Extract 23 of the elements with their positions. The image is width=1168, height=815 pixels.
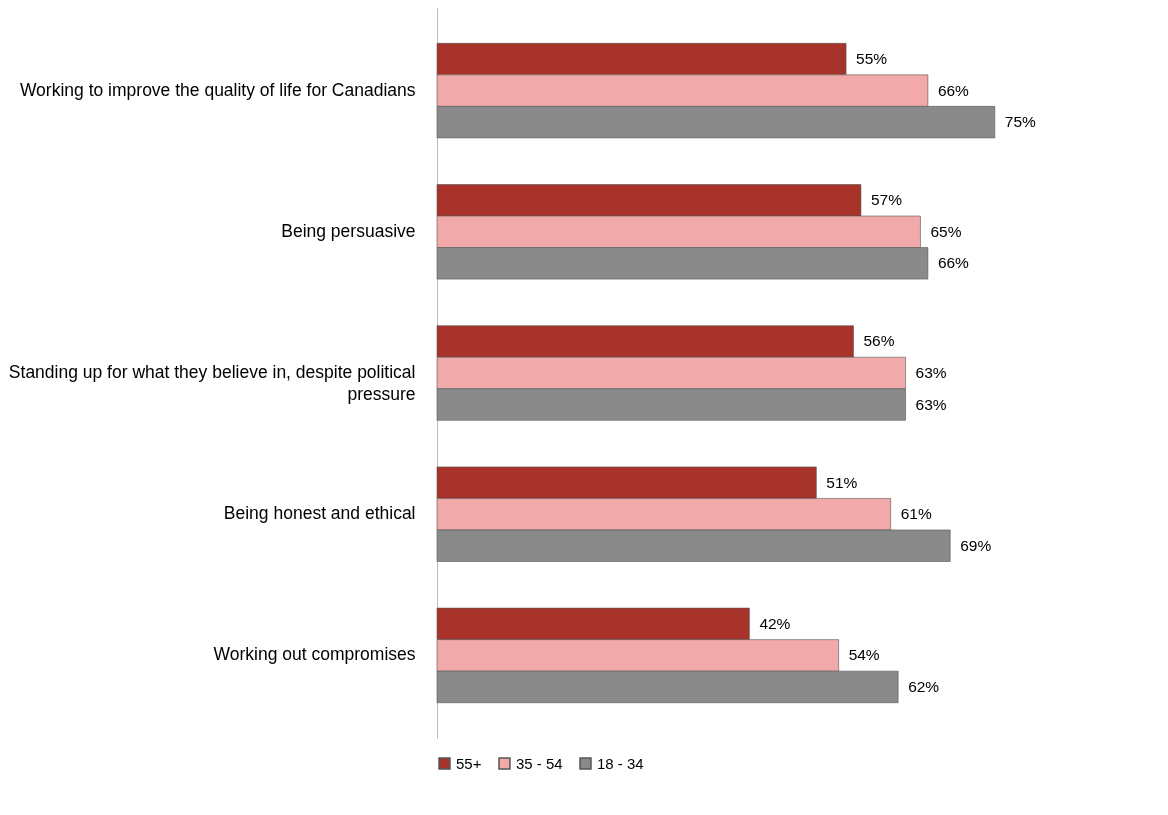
data-label: 57%: [870, 191, 903, 209]
data-label: 55%: [856, 50, 888, 68]
data-label: 63%: [915, 364, 947, 381]
legend-label: 35 - 54: [516, 754, 563, 772]
data-label: 69%: [960, 536, 992, 554]
y-tick-label: Being honest and ethical: [223, 503, 416, 524]
legend-label: 18 - 34: [597, 754, 644, 772]
data-label: 51%: [826, 473, 858, 491]
data-label: 65%: [930, 222, 962, 240]
y-tick-label: Being persuasive: [281, 220, 416, 241]
y-tick-label: Standing up for what they believe in, despite political pressure: [8, 362, 416, 404]
y-tick-label: Working out compromises: [213, 644, 416, 665]
legend-label: 55+: [456, 754, 482, 772]
data-label: 62%: [908, 677, 940, 695]
data-label: 54%: [848, 646, 880, 664]
data-label: 56%: [863, 332, 895, 350]
y-tick-label: Working to improve the quality of life for Canadians: [19, 79, 416, 100]
data-label: 63%: [915, 395, 947, 413]
data-label: 75%: [1004, 113, 1037, 131]
data-label: 61%: [900, 505, 932, 523]
data-label: 66%: [937, 81, 970, 99]
data-label: 42%: [759, 614, 791, 632]
data-label: 66%: [937, 254, 970, 272]
